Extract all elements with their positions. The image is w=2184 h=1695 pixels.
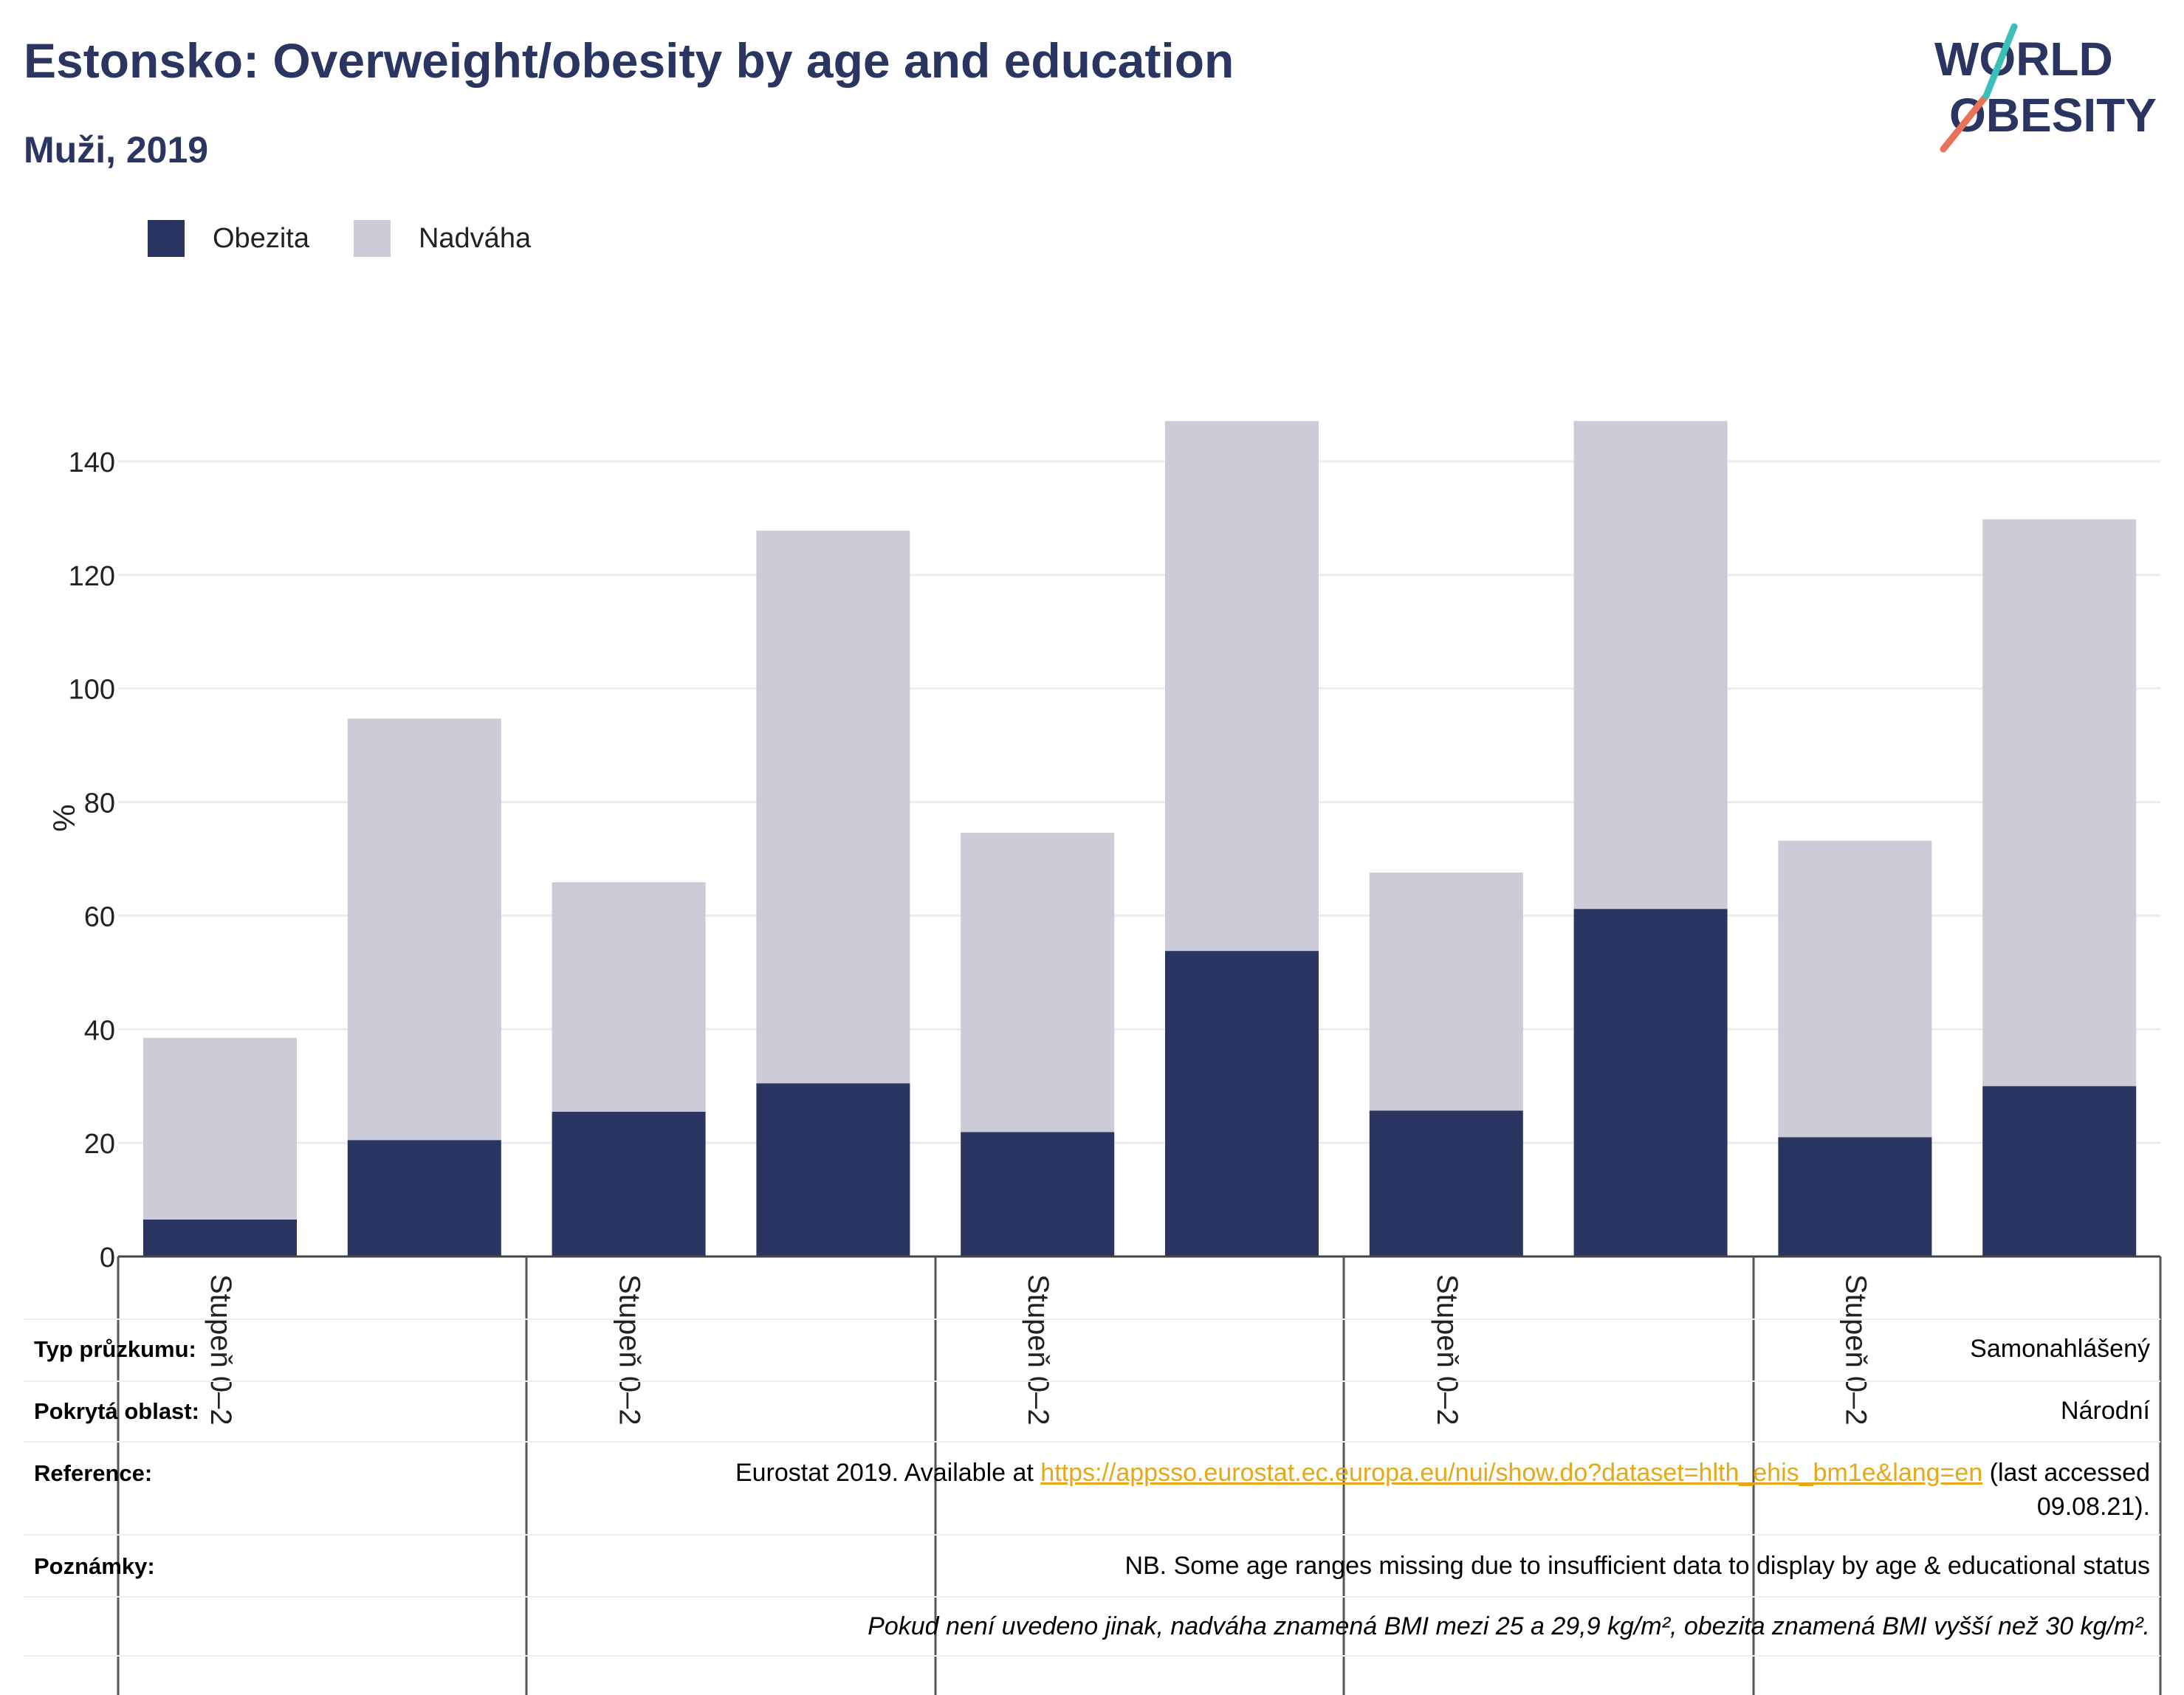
- bar-overweight[interactable]: [347, 718, 501, 1141]
- bar-obesity[interactable]: [1982, 1086, 2137, 1256]
- info-separator: [24, 1381, 2160, 1382]
- y-tick-label: 40: [84, 1015, 115, 1046]
- legend-swatch-obesity: [148, 220, 185, 257]
- y-axis-label: %: [47, 804, 81, 831]
- reference-link[interactable]: https://appsso.eurostat.ec.europa.eu/nui…: [1040, 1459, 1983, 1487]
- bar-obesity[interactable]: [143, 1219, 297, 1256]
- legend-item-overweight[interactable]: Nadváha: [353, 220, 532, 257]
- bar-overweight[interactable]: [1982, 519, 2137, 1087]
- info-separator: [24, 1596, 2160, 1598]
- bar-overweight[interactable]: [1778, 840, 1932, 1138]
- legend-item-obesity[interactable]: Obezita: [148, 220, 309, 257]
- x-tick-label: Stupeň 0–2: [1839, 1274, 1872, 1426]
- x-tick-label: Stupeň 0–2: [1431, 1274, 1463, 1426]
- bar-obesity[interactable]: [961, 1132, 1115, 1256]
- reference-label: Reference:: [34, 1460, 153, 1486]
- notes-value: NB. Some age ranges missing due to insuf…: [1124, 1552, 2150, 1580]
- logo-line-1: WORLD: [1934, 32, 2113, 86]
- x-tick-label: Stupeň 0–2: [205, 1274, 237, 1426]
- bar-overweight[interactable]: [552, 882, 706, 1112]
- reference-value: Eurostat 2019. Available at https://apps…: [378, 1456, 2150, 1524]
- x-tick-label: Stupeň 0–2: [614, 1274, 646, 1426]
- bar-overweight[interactable]: [1573, 421, 1728, 910]
- footnote: Pokud není uvedeno jinak, nadváha znamen…: [868, 1612, 2150, 1640]
- coverage-label: Pokrytá oblast:: [34, 1398, 199, 1424]
- y-tick-label: 80: [84, 788, 115, 819]
- y-tick-label: 120: [69, 561, 115, 592]
- info-separator: [24, 1318, 2160, 1320]
- bar-obesity[interactable]: [552, 1111, 706, 1256]
- bar-overweight[interactable]: [961, 833, 1115, 1132]
- world-obesity-logo: WORLD OBESITY: [1934, 23, 2157, 153]
- bar-obesity[interactable]: [347, 1140, 501, 1256]
- coverage-value: Národní: [2061, 1397, 2150, 1425]
- bar-obesity[interactable]: [1165, 951, 1319, 1256]
- bar-obesity[interactable]: [756, 1083, 910, 1256]
- legend: Obezita Nadváha: [148, 219, 575, 258]
- bar-overweight[interactable]: [1369, 872, 1523, 1111]
- reference-date: 09.08.21).: [2036, 1493, 2150, 1521]
- y-tick-label: 100: [69, 675, 115, 706]
- info-separator: [24, 1655, 2160, 1657]
- survey-type-label: Typ průzkumu:: [34, 1336, 196, 1362]
- y-tick-label: 60: [84, 901, 115, 932]
- y-tick-label: 140: [69, 447, 115, 478]
- legend-label-overweight: Nadváha: [418, 222, 532, 254]
- legend-label-obesity: Obezita: [213, 222, 309, 254]
- x-tick-label: Stupeň 0–2: [1022, 1274, 1054, 1426]
- y-tick-label: 0: [100, 1242, 115, 1273]
- chart-subtitle: Muži, 2019: [24, 129, 209, 171]
- survey-type-value: Samonahlášený: [1970, 1335, 2150, 1363]
- info-separator: [24, 1441, 2160, 1443]
- reference-suffix: (last accessed: [1982, 1459, 2150, 1487]
- bar-overweight[interactable]: [143, 1037, 297, 1220]
- reference-prefix: Eurostat 2019. Available at: [735, 1459, 1041, 1487]
- info-separator: [24, 1534, 2160, 1536]
- bar-obesity[interactable]: [1369, 1110, 1523, 1256]
- bar-obesity[interactable]: [1778, 1137, 1932, 1256]
- bar-obesity[interactable]: [1573, 909, 1728, 1256]
- legend-swatch-overweight: [353, 220, 391, 257]
- chart-title: Estonsko: Overweight/obesity by age and …: [24, 33, 1234, 88]
- bar-overweight[interactable]: [1165, 421, 1319, 952]
- y-tick-label: 20: [84, 1129, 115, 1160]
- bar-overweight[interactable]: [756, 530, 910, 1084]
- notes-label: Poznámky:: [34, 1553, 155, 1579]
